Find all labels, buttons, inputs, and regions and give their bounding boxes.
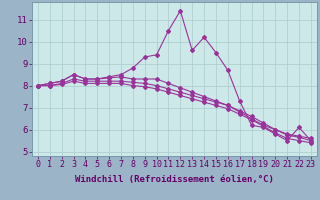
X-axis label: Windchill (Refroidissement éolien,°C): Windchill (Refroidissement éolien,°C) <box>75 175 274 184</box>
